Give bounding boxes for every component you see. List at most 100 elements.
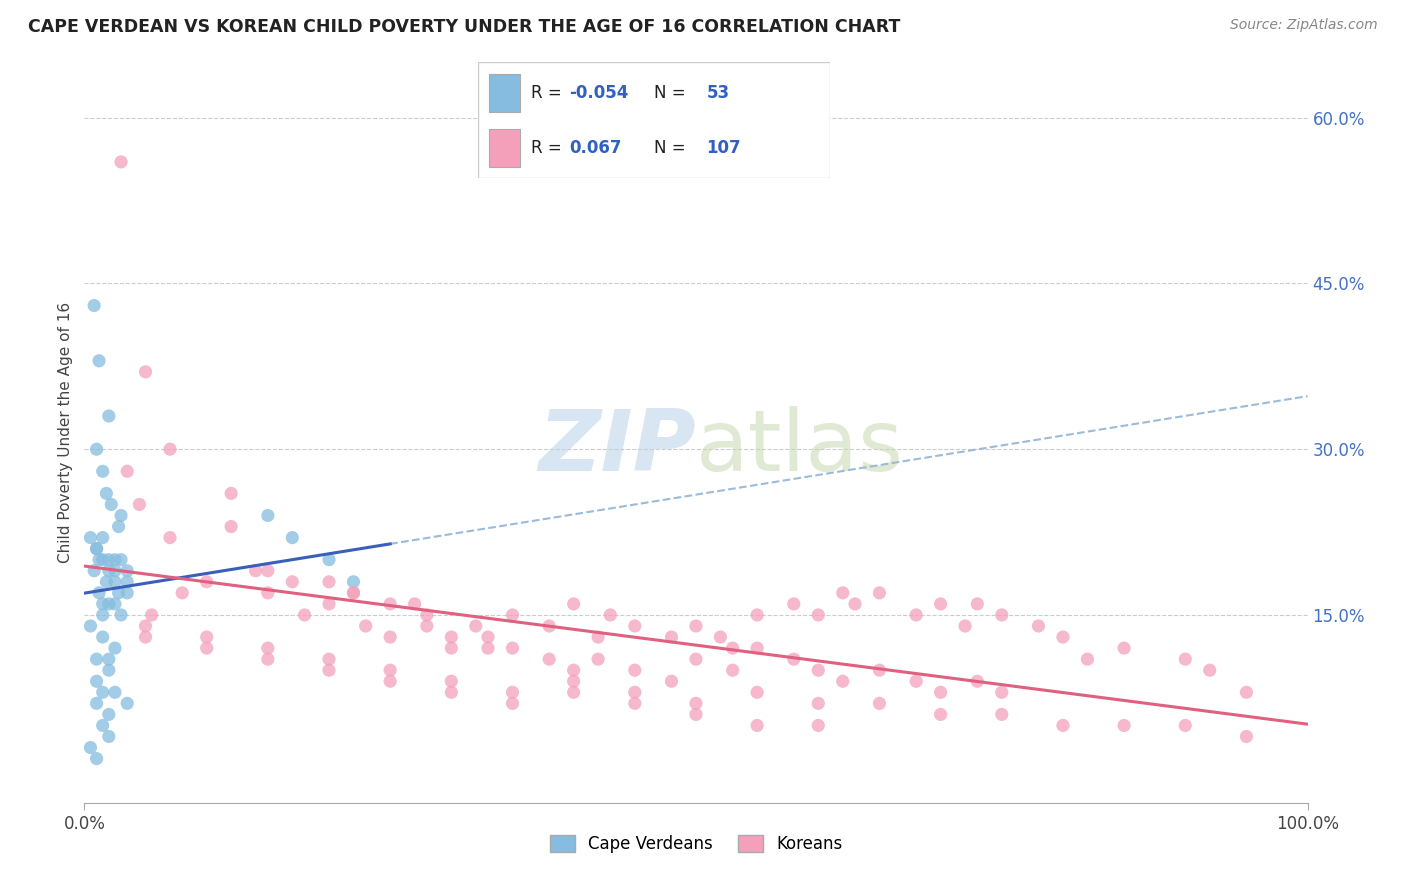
- Point: [1236, 685, 1258, 699]
- Point: [477, 641, 499, 656]
- Point: [83, 299, 105, 313]
- Point: [97, 409, 120, 423]
- Point: [115, 574, 138, 589]
- Point: [79, 619, 101, 633]
- Point: [104, 552, 127, 566]
- Point: [844, 597, 866, 611]
- Point: [586, 652, 609, 666]
- Point: [440, 630, 463, 644]
- Point: [86, 442, 108, 457]
- Point: [97, 707, 120, 722]
- Point: [115, 564, 138, 578]
- Point: [783, 652, 806, 666]
- Point: [747, 641, 769, 656]
- Point: [86, 674, 108, 689]
- Point: [128, 498, 150, 512]
- Point: [318, 574, 340, 589]
- Point: [1198, 663, 1220, 677]
- Point: [87, 552, 110, 566]
- Point: [440, 674, 463, 689]
- Point: [97, 663, 120, 677]
- Point: [86, 541, 108, 556]
- Point: [1028, 619, 1050, 633]
- Point: [991, 607, 1014, 622]
- Point: [1236, 730, 1258, 744]
- Point: [195, 630, 218, 644]
- Point: [929, 597, 952, 611]
- Point: [107, 586, 129, 600]
- Point: [257, 508, 280, 523]
- Point: [110, 552, 132, 566]
- Point: [1174, 652, 1197, 666]
- Point: [661, 630, 683, 644]
- Point: [96, 574, 118, 589]
- Point: [869, 586, 891, 600]
- Text: ZIP: ZIP: [538, 406, 696, 489]
- Point: [929, 685, 952, 699]
- Point: [91, 531, 114, 545]
- Point: [586, 630, 609, 644]
- Point: [416, 607, 439, 622]
- Point: [86, 697, 108, 711]
- Point: [562, 674, 585, 689]
- Point: [685, 652, 707, 666]
- Point: [807, 718, 830, 732]
- Point: [831, 586, 853, 600]
- Point: [538, 619, 561, 633]
- Point: [104, 685, 127, 699]
- Point: [624, 697, 647, 711]
- Bar: [489, 74, 520, 112]
- Point: [747, 607, 769, 622]
- Point: [966, 674, 988, 689]
- Point: [104, 564, 127, 578]
- Point: [104, 641, 127, 656]
- Point: [562, 597, 585, 611]
- Point: [624, 663, 647, 677]
- Point: [929, 707, 952, 722]
- Point: [562, 685, 585, 699]
- Point: [294, 607, 316, 622]
- Point: [905, 607, 928, 622]
- Text: 107: 107: [707, 139, 741, 157]
- Y-axis label: Child Poverty Under the Age of 16: Child Poverty Under the Age of 16: [58, 302, 73, 563]
- Point: [110, 154, 132, 169]
- Point: [281, 574, 304, 589]
- Point: [380, 630, 402, 644]
- Point: [172, 586, 194, 600]
- Point: [905, 674, 928, 689]
- Point: [831, 674, 853, 689]
- Text: N =: N =: [654, 139, 690, 157]
- Point: [342, 574, 364, 589]
- Point: [257, 564, 280, 578]
- Point: [869, 663, 891, 677]
- Text: atlas: atlas: [696, 406, 904, 489]
- Point: [624, 685, 647, 699]
- Point: [1052, 630, 1074, 644]
- Point: [953, 619, 976, 633]
- Point: [440, 641, 463, 656]
- Point: [135, 619, 157, 633]
- Point: [86, 652, 108, 666]
- Bar: [489, 129, 520, 167]
- Point: [257, 586, 280, 600]
- Point: [91, 597, 114, 611]
- Point: [342, 586, 364, 600]
- Text: R =: R =: [531, 139, 567, 157]
- Point: [685, 707, 707, 722]
- Text: N =: N =: [654, 84, 690, 102]
- Point: [502, 685, 524, 699]
- Point: [440, 685, 463, 699]
- Point: [135, 365, 157, 379]
- Point: [807, 607, 830, 622]
- Point: [1052, 718, 1074, 732]
- Text: 0.067: 0.067: [569, 139, 621, 157]
- Text: R =: R =: [531, 84, 567, 102]
- Point: [464, 619, 486, 633]
- Point: [104, 574, 127, 589]
- Point: [104, 597, 127, 611]
- Text: 53: 53: [707, 84, 730, 102]
- Point: [991, 707, 1014, 722]
- Point: [661, 674, 683, 689]
- Point: [991, 685, 1014, 699]
- Point: [404, 597, 426, 611]
